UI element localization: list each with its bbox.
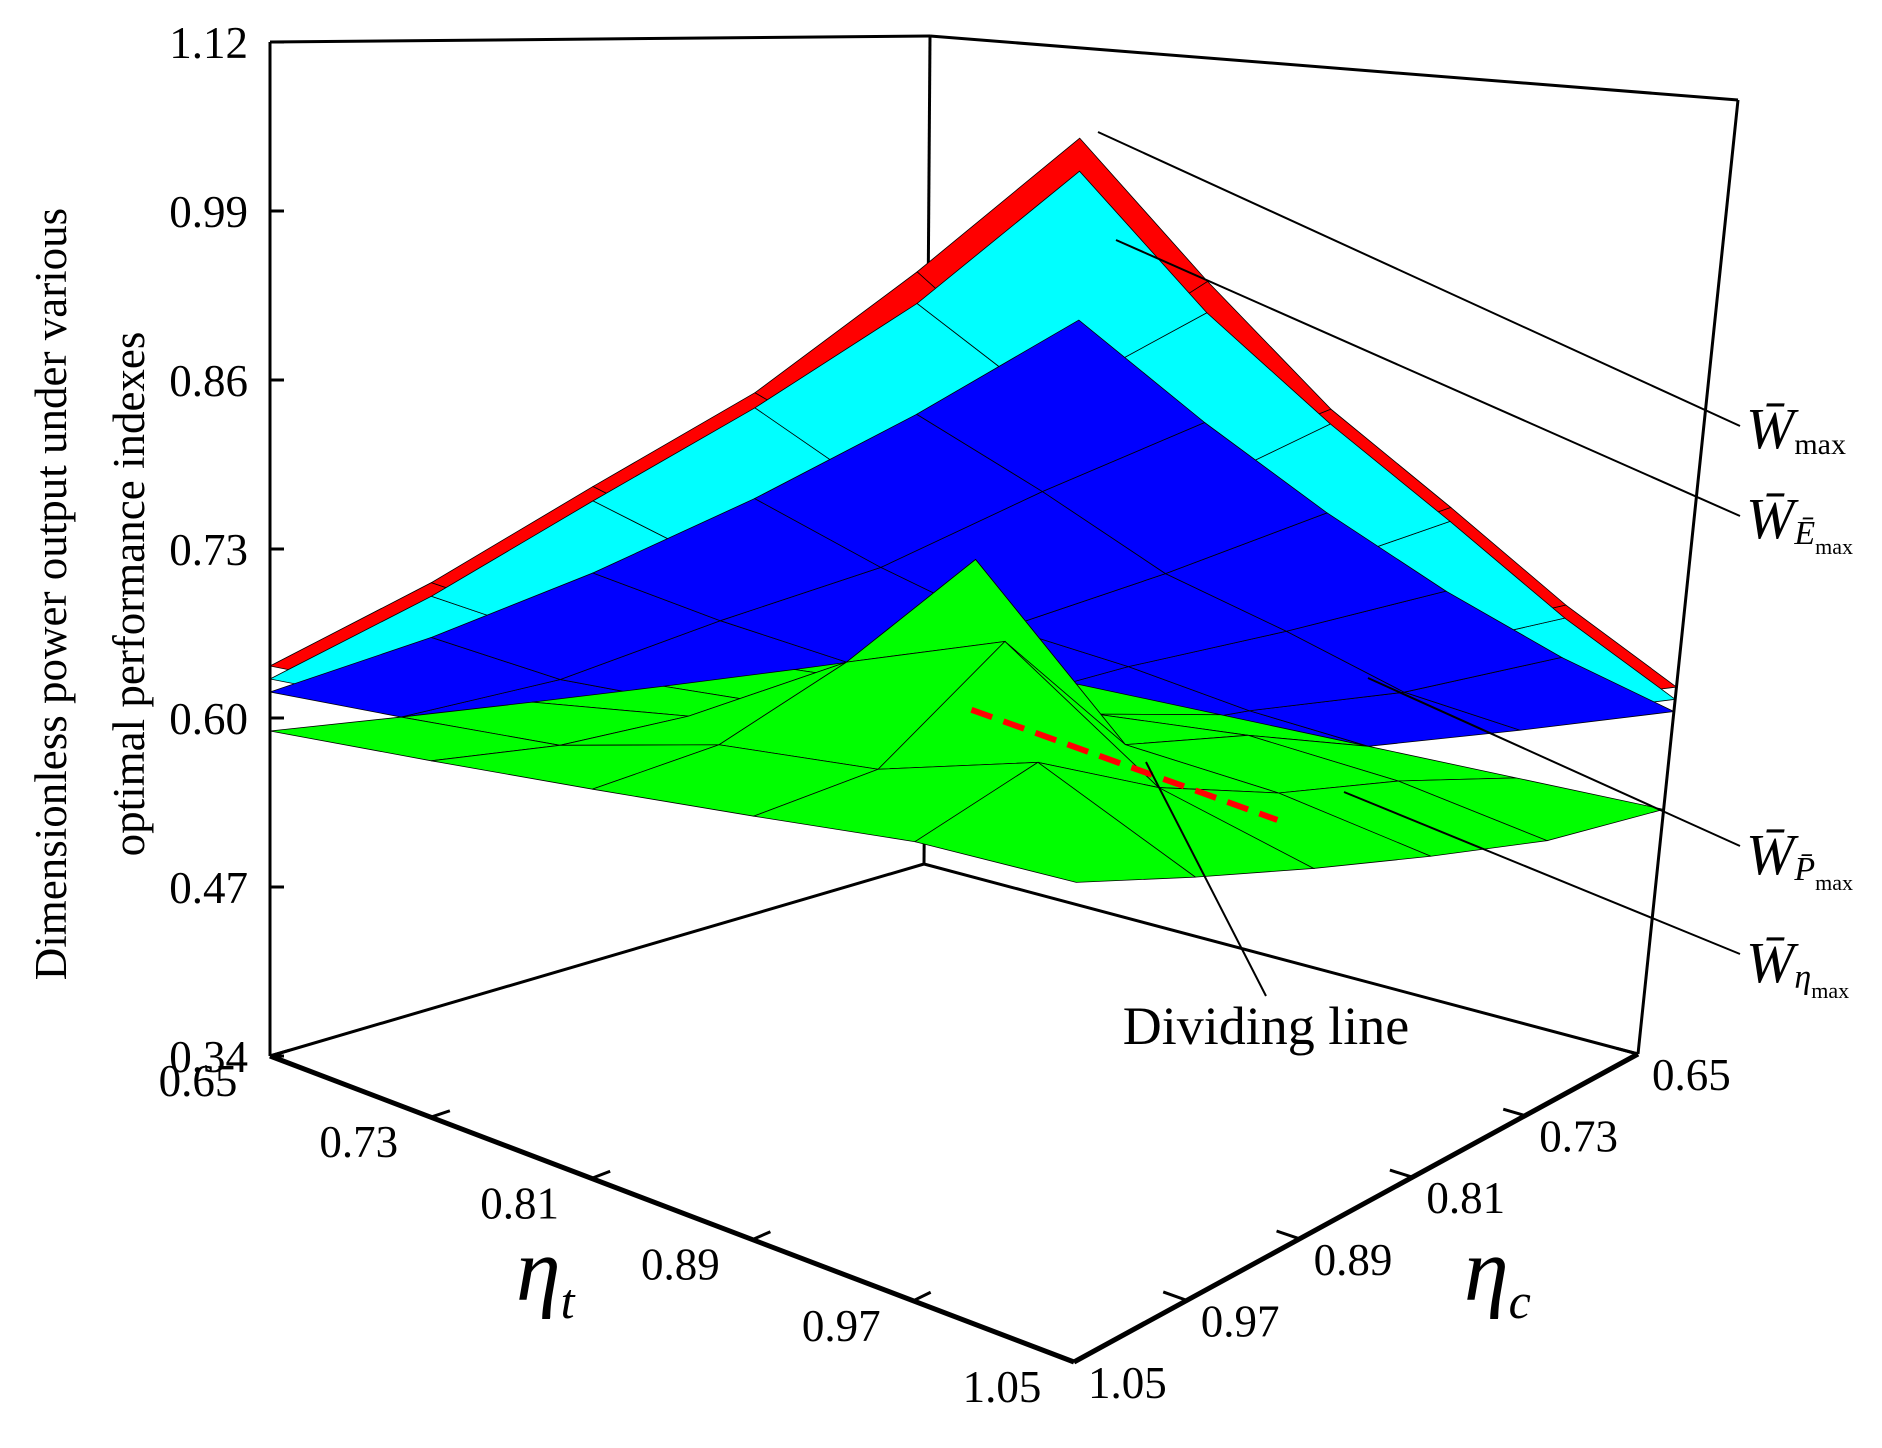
x-tick-label: 0.97 bbox=[802, 1301, 881, 1351]
y-axis-label: ηc bbox=[1464, 1221, 1531, 1329]
legend-symbol: W̄ bbox=[1746, 822, 1799, 887]
z-tick-label: 0.47 bbox=[169, 863, 248, 913]
x-tick-label: 0.81 bbox=[480, 1178, 559, 1228]
y-tick-label: 0.81 bbox=[1426, 1173, 1505, 1223]
box-edge bbox=[923, 862, 1639, 1056]
leader-line bbox=[1343, 791, 1741, 955]
x-tick bbox=[1073, 1351, 1092, 1364]
y-axis-sub: c bbox=[1509, 1273, 1531, 1329]
legend-symbol: W̄ bbox=[1746, 486, 1799, 551]
legend-subsubscript: max bbox=[1815, 870, 1853, 895]
y-axis-symbol: η bbox=[1464, 1221, 1509, 1320]
x-tick bbox=[751, 1230, 771, 1241]
legend-label: W̄P̄max bbox=[1746, 822, 1853, 895]
leader-line bbox=[1145, 761, 1267, 997]
axes: 0.34 0.47 0.60 0.73 0.86 0.99 1.12 0.65 0.73 0.81… bbox=[159, 18, 1731, 1412]
legend-subscript: P̄ bbox=[1793, 851, 1815, 888]
z-tick-label: 0.60 bbox=[169, 694, 248, 744]
z-tick-label: 0.34 bbox=[169, 1032, 248, 1082]
leaders bbox=[1097, 131, 1741, 997]
y-tick bbox=[1502, 1107, 1526, 1118]
x-tick bbox=[269, 1048, 291, 1058]
y-tick bbox=[1389, 1168, 1413, 1179]
z-tick-label: 1.12 bbox=[169, 18, 248, 68]
box-edge bbox=[269, 34, 931, 44]
y-tick-label: 0.89 bbox=[1314, 1235, 1393, 1285]
leader-line bbox=[1367, 677, 1741, 847]
y-tick bbox=[1162, 1290, 1188, 1302]
z-tick-label: 0.99 bbox=[169, 187, 248, 237]
box-edge bbox=[269, 862, 925, 1058]
box-edge bbox=[929, 34, 1739, 102]
legend-subscript: max bbox=[1794, 428, 1846, 461]
leader-line bbox=[1097, 131, 1741, 427]
x-tick-label: 0.65 bbox=[159, 1056, 238, 1106]
surfaces bbox=[268, 137, 1678, 883]
legend-subscript: Ē bbox=[1793, 515, 1815, 552]
box-edge bbox=[1636, 99, 1740, 1055]
surface-cell bbox=[916, 170, 1208, 402]
z-axis-label: Dimensionless power output under various bbox=[26, 208, 76, 980]
y-tick-label: 0.97 bbox=[1201, 1296, 1280, 1346]
legend-symbol: W̄ bbox=[1746, 930, 1799, 995]
legend-label: W̄Ēmax bbox=[1746, 486, 1853, 559]
legend-label: W̄max bbox=[1746, 396, 1846, 461]
x-tick-label: 1.05 bbox=[963, 1362, 1042, 1412]
y-tick bbox=[1049, 1351, 1075, 1364]
x-tick-label: 0.89 bbox=[641, 1240, 720, 1290]
dividing-line bbox=[970, 706, 1279, 823]
x-tick bbox=[591, 1169, 611, 1180]
y-tick bbox=[1616, 1046, 1639, 1056]
z-axis-label: optimal performance indexes bbox=[104, 332, 154, 857]
y-tick-label: 0.73 bbox=[1539, 1112, 1618, 1162]
leader-line bbox=[1115, 239, 1741, 517]
x-tick bbox=[430, 1109, 451, 1119]
y-tick-label: 1.05 bbox=[1088, 1358, 1167, 1408]
legend-subsubscript: max bbox=[1811, 978, 1849, 1003]
legend-subscript: η bbox=[1794, 959, 1811, 996]
y-tick-label: 0.65 bbox=[1652, 1050, 1731, 1100]
x-axis-sub: t bbox=[561, 1273, 576, 1329]
x-tick bbox=[912, 1290, 932, 1303]
y-axis bbox=[1072, 1051, 1640, 1365]
z-tick-label: 0.73 bbox=[169, 525, 248, 575]
x-axis bbox=[269, 1053, 1075, 1365]
surface-cell bbox=[915, 319, 1206, 492]
y-tick bbox=[1276, 1229, 1301, 1241]
legend-subsubscript: max bbox=[1815, 534, 1853, 559]
legend-symbol: W̄ bbox=[1746, 396, 1799, 461]
surface-cell bbox=[913, 761, 1197, 883]
x-tick-label: 0.73 bbox=[319, 1117, 398, 1167]
x-axis-symbol: η bbox=[516, 1221, 561, 1320]
annotation: Dividing line bbox=[1123, 996, 1409, 1056]
z-tick-label: 0.86 bbox=[169, 356, 248, 406]
legend-label: W̄ηmax bbox=[1746, 930, 1849, 1003]
x-axis-label: ηt bbox=[516, 1221, 576, 1329]
